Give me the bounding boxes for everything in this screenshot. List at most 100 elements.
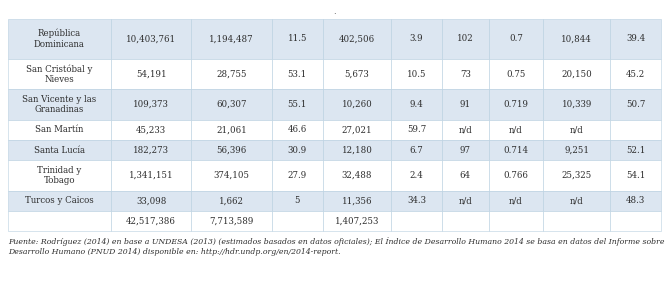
- Text: 20,150: 20,150: [561, 70, 592, 79]
- Bar: [543, 140, 610, 160]
- Text: San Vicente y las
Granadinas: San Vicente y las Granadinas: [22, 95, 96, 114]
- Bar: [111, 140, 191, 160]
- Text: n/d: n/d: [570, 196, 583, 205]
- Text: 64: 64: [460, 171, 471, 180]
- Bar: [489, 191, 543, 211]
- Text: 0.719: 0.719: [504, 100, 529, 109]
- Bar: [610, 211, 661, 231]
- Text: 1,194,487: 1,194,487: [209, 34, 254, 43]
- Text: 3.9: 3.9: [409, 34, 423, 43]
- Bar: [610, 90, 661, 120]
- Bar: [489, 140, 543, 160]
- Text: 39.4: 39.4: [626, 34, 645, 43]
- Bar: [489, 90, 543, 120]
- Text: 11.5: 11.5: [288, 34, 307, 43]
- Bar: [442, 19, 489, 59]
- Bar: [610, 120, 661, 140]
- Text: 12,180: 12,180: [341, 146, 373, 155]
- Bar: [111, 120, 191, 140]
- Text: 21,061: 21,061: [216, 125, 247, 134]
- Text: 56,396: 56,396: [217, 146, 247, 155]
- Text: 10.5: 10.5: [407, 70, 426, 79]
- Bar: [543, 191, 610, 211]
- Bar: [111, 59, 191, 90]
- Text: 7,713,589: 7,713,589: [209, 216, 254, 225]
- Bar: [489, 59, 543, 90]
- Text: 54,191: 54,191: [136, 70, 167, 79]
- Text: San Martín: San Martín: [35, 125, 84, 134]
- Text: 73: 73: [460, 70, 471, 79]
- Text: 48.3: 48.3: [626, 196, 646, 205]
- Bar: [272, 211, 322, 231]
- Text: 25,325: 25,325: [561, 171, 592, 180]
- Text: 5,673: 5,673: [345, 70, 369, 79]
- Bar: [272, 59, 322, 90]
- Bar: [191, 59, 272, 90]
- Bar: [489, 211, 543, 231]
- Text: 1,341,151: 1,341,151: [129, 171, 173, 180]
- Bar: [610, 191, 661, 211]
- Text: 0.75: 0.75: [506, 70, 526, 79]
- Bar: [191, 191, 272, 211]
- Bar: [442, 140, 489, 160]
- Text: n/d: n/d: [570, 125, 583, 134]
- Text: 10,403,761: 10,403,761: [126, 34, 176, 43]
- Text: 30.9: 30.9: [288, 146, 307, 155]
- Text: 97: 97: [460, 146, 471, 155]
- Text: 10,260: 10,260: [341, 100, 372, 109]
- Bar: [543, 59, 610, 90]
- Bar: [391, 19, 442, 59]
- Bar: [272, 160, 322, 191]
- Bar: [442, 120, 489, 140]
- Bar: [489, 160, 543, 191]
- Bar: [272, 90, 322, 120]
- Text: 2.4: 2.4: [409, 171, 423, 180]
- Bar: [322, 19, 391, 59]
- Text: 55.1: 55.1: [288, 100, 307, 109]
- Bar: [111, 19, 191, 59]
- Text: 27.9: 27.9: [288, 171, 307, 180]
- Text: 27,021: 27,021: [342, 125, 372, 134]
- Text: 5: 5: [294, 196, 300, 205]
- Bar: [191, 140, 272, 160]
- Bar: [322, 59, 391, 90]
- Bar: [543, 160, 610, 191]
- Bar: [543, 211, 610, 231]
- Text: 1,407,253: 1,407,253: [334, 216, 379, 225]
- Text: n/d: n/d: [458, 196, 472, 205]
- Text: 109,373: 109,373: [133, 100, 169, 109]
- Text: 0.714: 0.714: [504, 146, 529, 155]
- Text: 34.3: 34.3: [407, 196, 426, 205]
- Bar: [442, 160, 489, 191]
- Bar: [272, 140, 322, 160]
- Bar: [322, 90, 391, 120]
- Bar: [191, 160, 272, 191]
- Bar: [8, 211, 111, 231]
- Bar: [191, 211, 272, 231]
- Bar: [391, 120, 442, 140]
- Text: 52.1: 52.1: [626, 146, 646, 155]
- Bar: [391, 140, 442, 160]
- Text: San Cristóbal y
Nieves: San Cristóbal y Nieves: [26, 64, 92, 84]
- Bar: [8, 59, 111, 90]
- Bar: [322, 191, 391, 211]
- Bar: [322, 120, 391, 140]
- Text: 10,844: 10,844: [561, 34, 592, 43]
- Bar: [391, 211, 442, 231]
- Bar: [442, 59, 489, 90]
- Text: n/d: n/d: [509, 125, 523, 134]
- Bar: [543, 90, 610, 120]
- Text: República
Dominicana: República Dominicana: [34, 29, 85, 49]
- Bar: [191, 90, 272, 120]
- Text: 0.7: 0.7: [509, 34, 523, 43]
- Text: 54.1: 54.1: [626, 171, 646, 180]
- Bar: [610, 19, 661, 59]
- Bar: [8, 120, 111, 140]
- Text: 32,488: 32,488: [342, 171, 372, 180]
- Bar: [111, 160, 191, 191]
- Text: 59.7: 59.7: [407, 125, 426, 134]
- Bar: [442, 211, 489, 231]
- Bar: [8, 140, 111, 160]
- Bar: [191, 120, 272, 140]
- Bar: [610, 140, 661, 160]
